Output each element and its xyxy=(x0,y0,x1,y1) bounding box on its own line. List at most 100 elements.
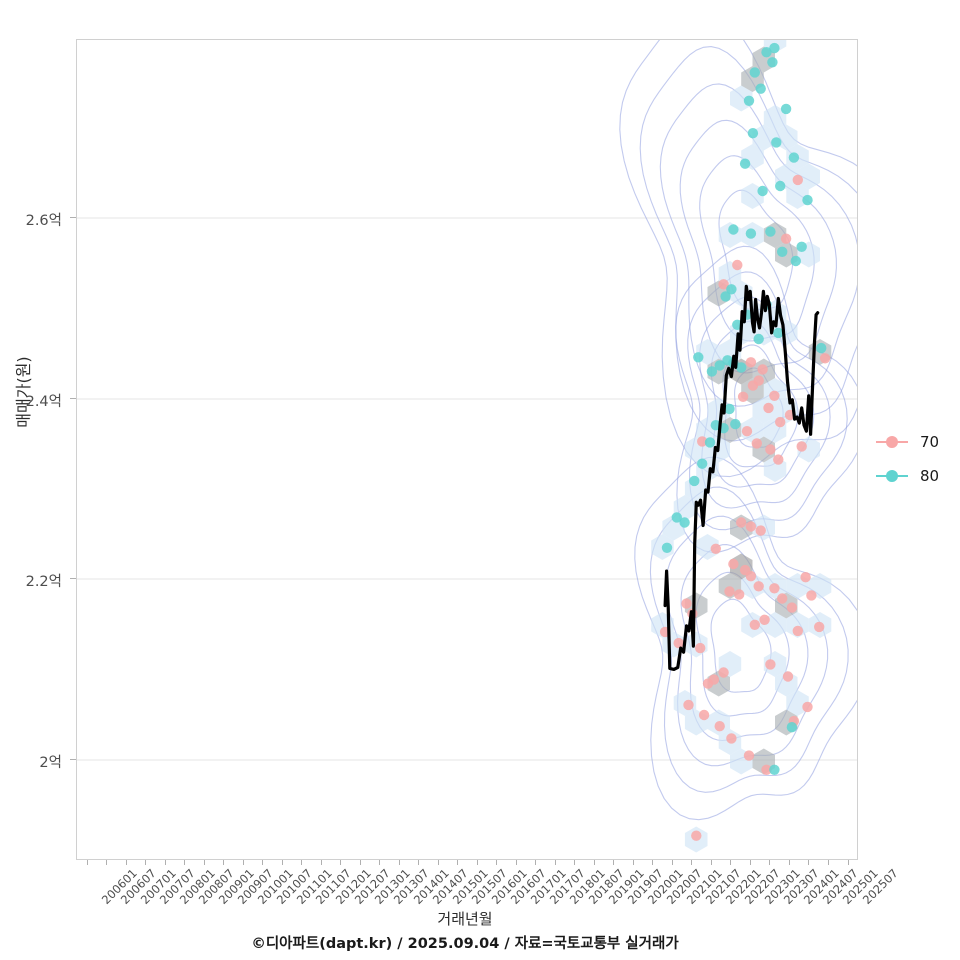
x-tick-mark xyxy=(379,860,381,865)
legend-dot-icon xyxy=(886,470,898,482)
legend-label-70: 70 xyxy=(920,433,940,451)
x-tick-mark xyxy=(398,860,400,865)
scatter-point-80 xyxy=(775,180,786,192)
scatter-point-70 xyxy=(782,671,794,682)
chart-caption: ©디아파트(dapt.kr) / 2025.09.04 / 자료=국토교통부 실… xyxy=(251,936,679,952)
x-tick-mark xyxy=(301,860,303,865)
density-contour xyxy=(710,598,772,693)
x-tick-mark xyxy=(281,860,283,865)
scatter-point-80 xyxy=(786,722,798,733)
scatter-point-70 xyxy=(724,586,735,597)
scatter-point-80 xyxy=(679,517,690,528)
scatter-point-80 xyxy=(671,512,682,523)
x-tick-mark xyxy=(242,860,244,865)
hexbin-cell xyxy=(775,319,798,346)
density-contour xyxy=(675,245,857,553)
x-tick-mark xyxy=(808,860,810,865)
x-tick-mark xyxy=(554,860,556,865)
x-tick-mark xyxy=(86,860,88,865)
y-tick-label: 2.4억 xyxy=(25,394,62,410)
scatter-point-80 xyxy=(765,226,776,237)
legend: 70 80 xyxy=(872,425,960,493)
y-axis-labels: 2.6억 2.4억 2.2억 2억 xyxy=(0,0,62,960)
scatter-point-70 xyxy=(814,621,825,633)
scatter-point-70 xyxy=(755,525,766,536)
scatter-point-80 xyxy=(689,475,700,487)
scatter-point-80 xyxy=(816,342,827,354)
legend-item-80[interactable]: 80 xyxy=(872,459,960,493)
x-axis-title: 거래년월 xyxy=(437,910,493,928)
x-tick-mark xyxy=(476,860,478,865)
x-tick-mark xyxy=(515,860,517,865)
scatter-point-80 xyxy=(724,403,735,415)
hexbin-cell xyxy=(752,124,775,151)
x-tick-mark xyxy=(730,860,732,865)
x-tick-mark xyxy=(223,860,225,865)
legend-key-80 xyxy=(872,466,912,486)
x-tick-mark xyxy=(613,860,615,865)
scatter-point-70 xyxy=(714,721,725,732)
hexbin-cell xyxy=(786,612,809,638)
scatter-point-70 xyxy=(697,436,708,447)
legend-dot-icon xyxy=(886,436,898,448)
scatter-point-80 xyxy=(714,360,725,371)
x-tick-mark xyxy=(184,860,186,865)
legend-key-70 xyxy=(872,432,912,452)
scatter-point-70 xyxy=(769,390,780,401)
scatter-point-70 xyxy=(734,589,745,600)
scatter-point-80 xyxy=(743,95,755,106)
x-tick-mark xyxy=(788,860,790,865)
scatter-point-70 xyxy=(792,174,803,186)
scatter-point-70 xyxy=(728,558,739,570)
scatter-point-70 xyxy=(718,279,729,290)
plot-panel xyxy=(76,39,858,860)
y-tick-mark xyxy=(70,578,76,579)
scatter-point-70 xyxy=(691,830,702,841)
scatter-point-70 xyxy=(745,521,757,532)
hexbin-cell xyxy=(741,417,764,443)
scatter-point-80 xyxy=(697,458,708,469)
x-tick-mark xyxy=(749,860,751,865)
scatter-point-70 xyxy=(732,259,743,271)
hexbin-cell xyxy=(696,534,719,560)
plot-canvas xyxy=(77,40,857,853)
hexbin-cell xyxy=(797,163,820,190)
scatter-point-80 xyxy=(749,67,760,78)
trend-line xyxy=(663,284,820,671)
scatter-point-80 xyxy=(704,437,716,448)
x-tick-mark xyxy=(437,860,439,865)
scatter-point-70 xyxy=(745,357,757,368)
scatter-point-80 xyxy=(706,366,718,377)
legend-label-80: 80 xyxy=(920,467,940,485)
scatter-point-80 xyxy=(767,57,778,68)
y-tick-label: 2.2억 xyxy=(25,574,62,590)
scatter-point-70 xyxy=(757,364,768,375)
x-axis-tick-marks xyxy=(0,860,960,870)
scatter-point-80 xyxy=(739,158,751,169)
x-tick-mark xyxy=(632,860,634,865)
scatter-point-70 xyxy=(698,709,710,721)
scatter-point-70 xyxy=(765,659,776,670)
scatter-point-70 xyxy=(800,572,811,583)
x-tick-mark xyxy=(535,860,537,865)
density-contour xyxy=(634,456,857,821)
y-tick-label: 2.6억 xyxy=(25,213,62,229)
scatter-point-80 xyxy=(780,103,792,115)
scatter-point-80 xyxy=(728,224,739,235)
legend-item-70[interactable]: 70 xyxy=(872,425,960,459)
scatter-point-80 xyxy=(661,542,673,553)
y-tick-mark xyxy=(70,759,76,760)
scatter-point-80 xyxy=(802,194,813,206)
scatter-point-70 xyxy=(761,764,772,775)
density-contour xyxy=(659,83,857,407)
scatter-point-70 xyxy=(792,625,803,637)
scatter-point-70 xyxy=(780,233,792,244)
density-contour xyxy=(665,515,829,767)
scatter-point-80 xyxy=(771,137,782,148)
scatter-point-70 xyxy=(777,593,788,604)
scatter-point-80 xyxy=(730,418,741,430)
x-tick-mark xyxy=(164,860,166,865)
scatter-point-70 xyxy=(786,602,798,613)
x-tick-mark xyxy=(710,860,712,865)
